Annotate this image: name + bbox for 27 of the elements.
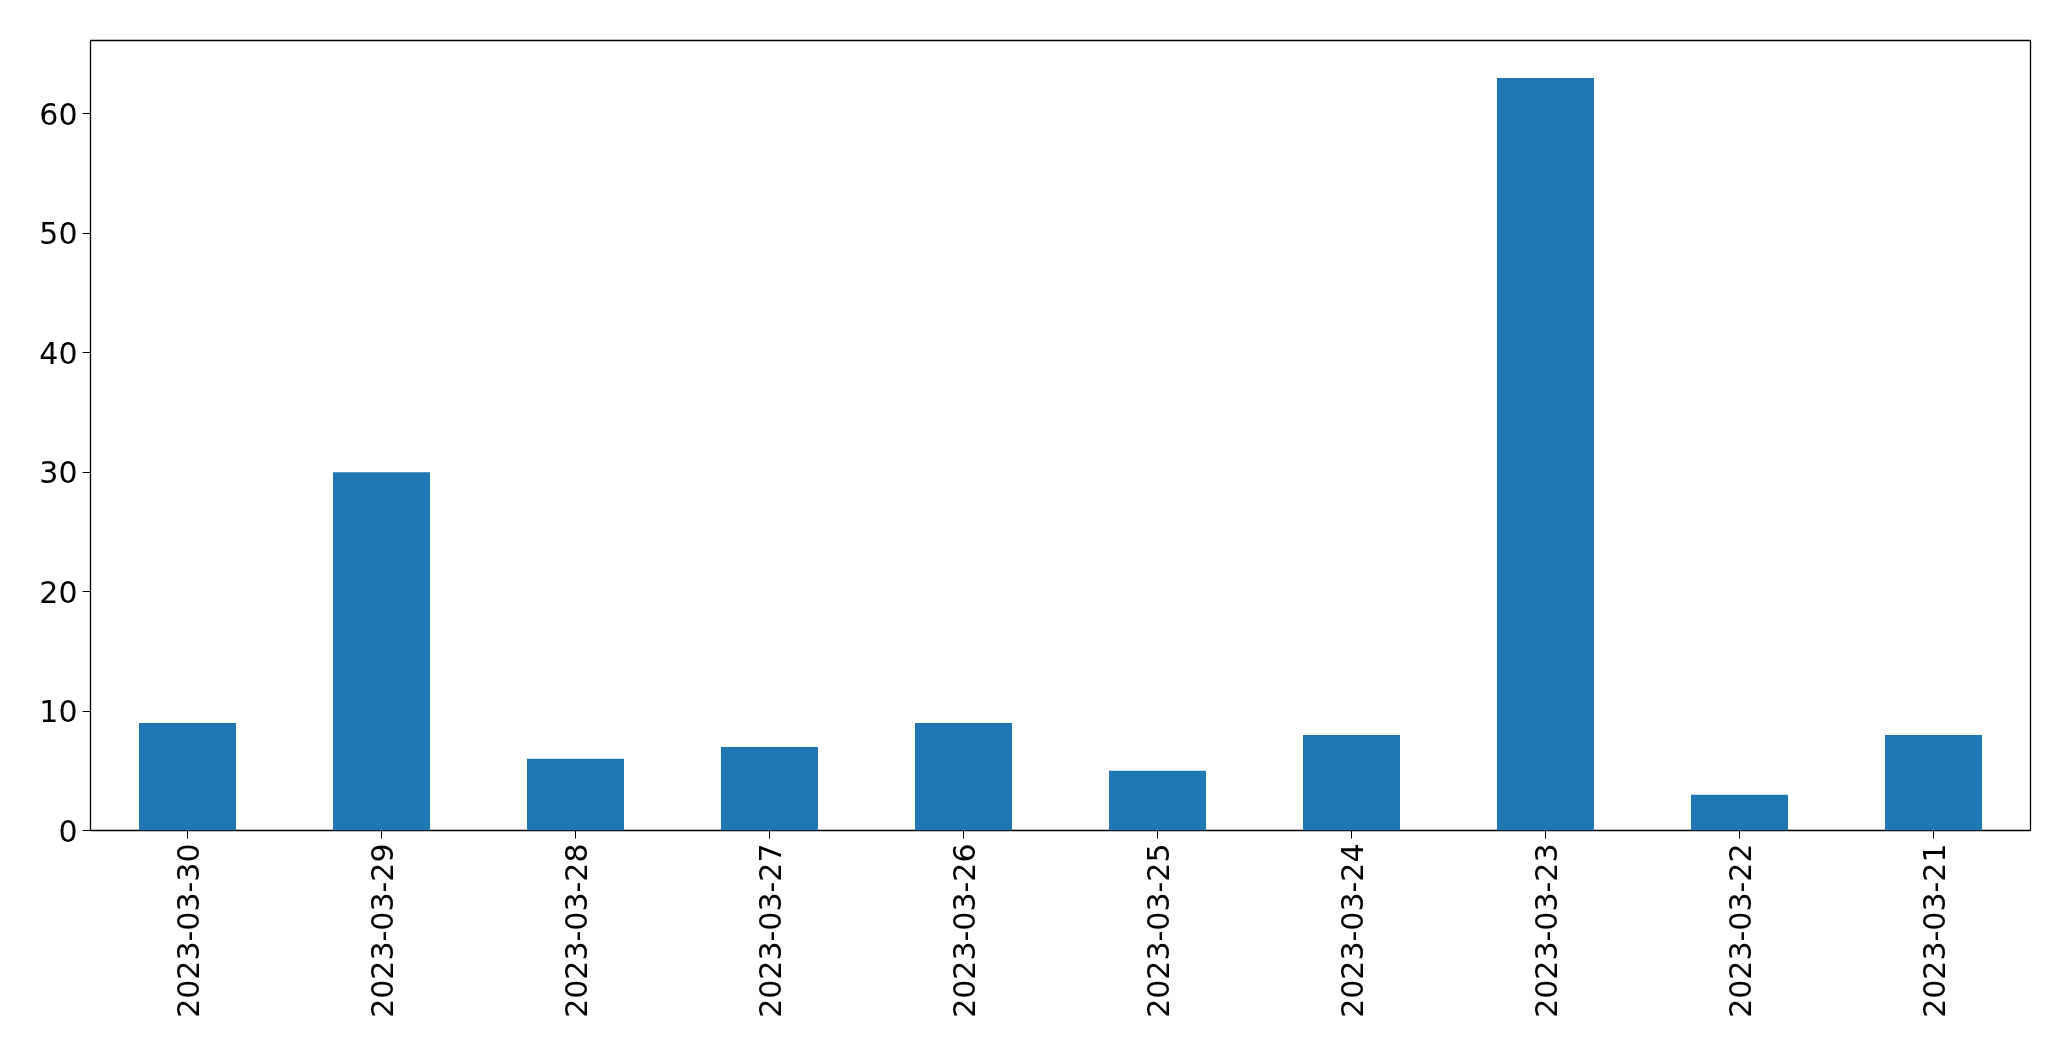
x-tick-label: 2023-03-30	[170, 843, 206, 1018]
x-tick-label: 2023-03-25	[1140, 843, 1176, 1018]
y-tick-label: 20	[39, 574, 78, 610]
bar	[915, 723, 1012, 831]
bar	[333, 472, 430, 831]
x-tick-label: 2023-03-28	[558, 843, 594, 1018]
bar	[1497, 78, 1594, 831]
y-tick-label: 0	[58, 813, 78, 849]
bar	[1691, 794, 1788, 831]
bar	[1303, 734, 1400, 831]
x-tick-label: 2023-03-27	[752, 843, 788, 1018]
y-tick-label: 10	[39, 694, 78, 730]
x-tick-label: 2023-03-23	[1528, 843, 1564, 1018]
bar	[1109, 770, 1206, 831]
x-tick-label: 2023-03-29	[364, 843, 400, 1018]
y-tick-label: 30	[39, 455, 78, 491]
y-tick-label: 60	[39, 96, 78, 132]
x-tick-label: 2023-03-22	[1722, 843, 1758, 1018]
y-tick-label: 50	[39, 216, 78, 252]
x-tick-label: 2023-03-24	[1334, 843, 1370, 1018]
x-tick-label: 2023-03-26	[946, 843, 982, 1018]
x-tick-label: 2023-03-21	[1916, 843, 1952, 1018]
y-tick-label: 40	[39, 335, 78, 371]
bar	[139, 723, 236, 831]
bar	[721, 746, 818, 831]
bar	[1885, 734, 1982, 831]
bar	[527, 758, 624, 831]
